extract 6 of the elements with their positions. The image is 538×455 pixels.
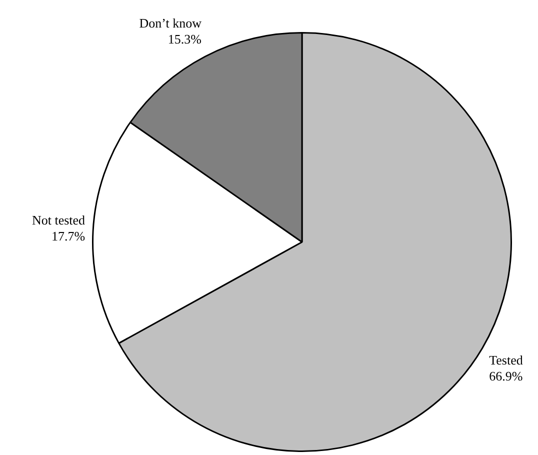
slice-label: Tested — [489, 352, 524, 368]
data-label: 15.3% — [168, 31, 202, 46]
data-label: 17.7% — [51, 228, 86, 244]
slice-label: Not tested — [32, 212, 86, 228]
data-label: 66.9% — [489, 368, 523, 384]
slice-label: Don’t know — [139, 15, 202, 30]
